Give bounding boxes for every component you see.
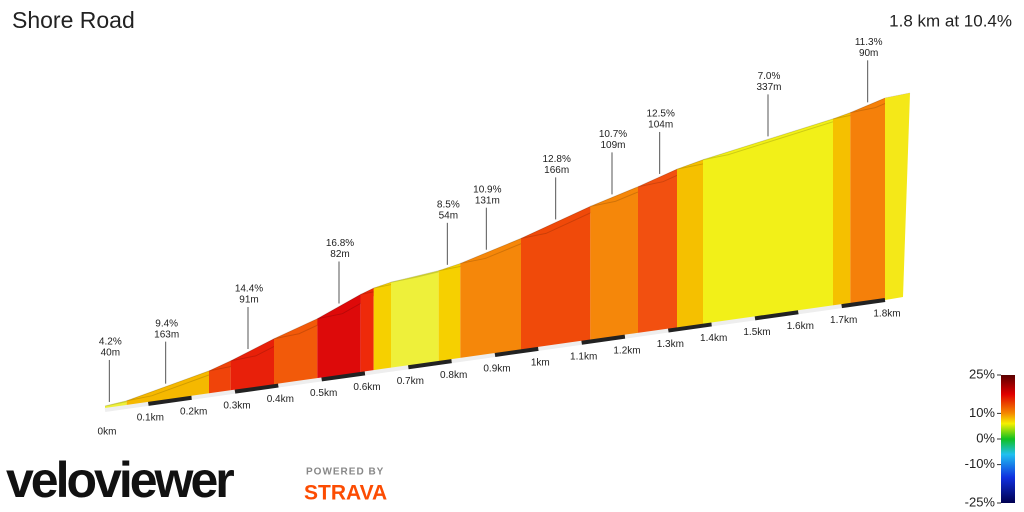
colorbar-label: -10% — [965, 456, 996, 471]
chart-title: Shore Road — [12, 7, 135, 33]
annotation-grade: 4.2% — [99, 337, 122, 348]
chart-subtitle: 1.8 km at 10.4% — [889, 11, 1012, 30]
annotation-length: 166m — [544, 165, 569, 176]
grade-band — [391, 270, 439, 370]
axis-segment — [798, 304, 842, 315]
annotation-length: 40m — [101, 348, 120, 359]
annotation-grade: 8.5% — [437, 199, 460, 210]
colorbar — [1001, 375, 1015, 503]
axis-segment — [191, 389, 236, 400]
axis-segment — [408, 359, 452, 370]
powered-by: POWERED BY — [306, 467, 384, 478]
axis-segment — [148, 395, 192, 406]
annotation-grade: 16.8% — [326, 238, 354, 249]
grade-band — [850, 98, 885, 305]
axis-segment — [711, 316, 756, 327]
grade-band — [521, 206, 591, 352]
x-tick-label: 0.1km — [137, 413, 164, 424]
grade-band — [703, 118, 833, 326]
annotation-grade: 10.9% — [473, 184, 501, 195]
axis-segment — [451, 353, 496, 364]
x-tick-label: 0.7km — [397, 376, 424, 387]
axis-segment — [104, 401, 149, 412]
x-tick-label: 0.4km — [267, 394, 294, 405]
x-tick-label: 0km — [98, 427, 117, 438]
x-tick-label: 1.5km — [743, 327, 770, 338]
x-tick-label: 1.3km — [657, 339, 684, 350]
colorbar-label: 10% — [969, 405, 995, 420]
colorbar-label: 0% — [976, 430, 995, 445]
axis-segment — [364, 365, 409, 376]
end-face — [885, 93, 910, 300]
axis-segment — [538, 340, 582, 351]
axis-segment — [581, 334, 626, 345]
annotation-grade: 12.5% — [646, 109, 674, 120]
annotation-length: 104m — [648, 120, 673, 131]
x-tick-label: 1.4km — [700, 333, 727, 344]
colorbar-label: 25% — [969, 366, 995, 381]
annotation-length: 90m — [859, 48, 878, 59]
grade-band — [438, 263, 461, 363]
grade-band — [460, 238, 521, 360]
x-tick-label: 0.3km — [223, 400, 250, 411]
axis-segment — [321, 371, 366, 382]
x-tick-label: 0.6km — [353, 382, 380, 393]
brand-logo: veloviewer — [6, 452, 234, 508]
annotation-length: 91m — [239, 295, 258, 306]
x-tick-label: 0.5km — [310, 388, 337, 399]
x-tick-label: 1.2km — [613, 345, 640, 356]
axis-segment — [494, 346, 539, 357]
axis-segment — [624, 328, 669, 339]
annotation-length: 163m — [154, 329, 179, 340]
grade-band — [677, 159, 703, 330]
grade-band — [373, 282, 391, 373]
grade-band — [590, 186, 638, 342]
grade-band — [638, 169, 677, 335]
x-tick-label: 1.7km — [830, 315, 857, 326]
annotation-grade: 14.4% — [235, 284, 263, 295]
x-tick-label: 0.8km — [440, 370, 467, 381]
axis-segment — [234, 383, 279, 394]
x-tick-label: 1.1km — [570, 351, 597, 362]
axis-segment — [754, 310, 799, 321]
x-tick-label: 1km — [531, 358, 550, 369]
annotation-length: 337m — [756, 82, 781, 93]
x-tick-label: 0.2km — [180, 406, 207, 417]
grade-band — [230, 338, 274, 393]
x-tick-label: 1.8km — [873, 309, 900, 320]
grade-band — [833, 112, 851, 308]
axis-segment — [278, 377, 322, 388]
annotation-length: 54m — [439, 210, 458, 221]
grade-band — [360, 288, 374, 374]
strava-logo: STRAVA — [304, 482, 387, 505]
annotation-grade: 9.4% — [155, 318, 178, 329]
annotation-length: 131m — [475, 195, 500, 206]
annotation-grade: 11.3% — [855, 37, 883, 48]
annotation-grade: 7.0% — [758, 71, 781, 82]
annotation-grade: 12.8% — [542, 154, 570, 165]
axis-segment — [668, 322, 712, 333]
annotation-grade: 10.7% — [599, 129, 627, 140]
x-tick-label: 1.6km — [787, 321, 814, 332]
axis-segment — [841, 298, 886, 309]
annotation-length: 109m — [600, 140, 625, 151]
colorbar-label: -25% — [965, 494, 996, 509]
x-tick-label: 0.9km — [483, 364, 510, 375]
annotation-length: 82m — [330, 249, 349, 260]
